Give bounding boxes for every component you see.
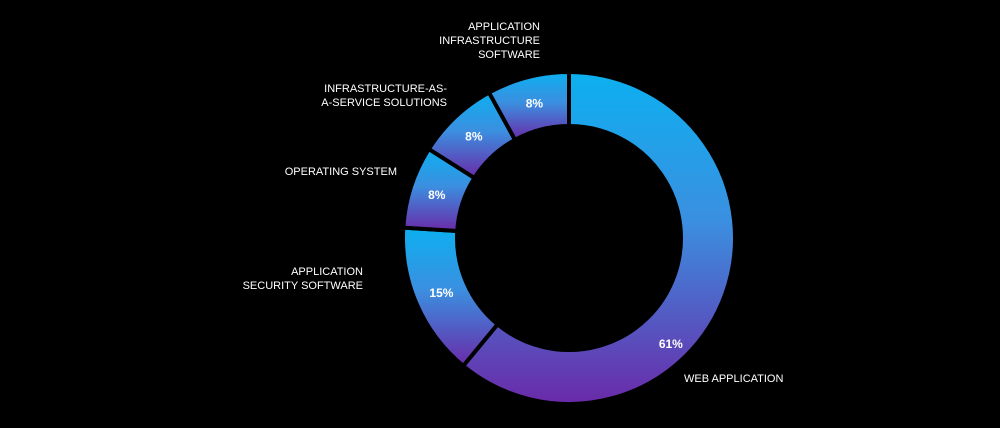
category-label: APPLICATION INFRASTRUCTURE SOFTWARE	[439, 21, 540, 61]
slice-application-infrastructure-software	[486, 69, 571, 143]
slices-group	[401, 69, 737, 406]
category-labels-group: WEB APPLICATION APPLICATION SECURITY SOFTW…	[243, 21, 784, 385]
category-label: OPERATING SYSTEM	[285, 166, 397, 178]
value-label: 15%	[429, 286, 453, 300]
category-label: WEB APPLICATION	[684, 373, 783, 385]
category-label: APPLICATION SECURITY SOFTWARE	[243, 266, 363, 292]
value-label: 8%	[526, 96, 544, 110]
value-labels-group: 61% 15% 8% 8% 8%	[428, 96, 683, 351]
value-label: 61%	[659, 337, 683, 351]
slice-web-application	[460, 69, 737, 406]
category-label: INFRASTRUCTURE-AS-A-SERVICE SOLUTIONS	[321, 83, 447, 109]
value-label: 8%	[428, 188, 446, 202]
value-label: 8%	[465, 130, 483, 144]
